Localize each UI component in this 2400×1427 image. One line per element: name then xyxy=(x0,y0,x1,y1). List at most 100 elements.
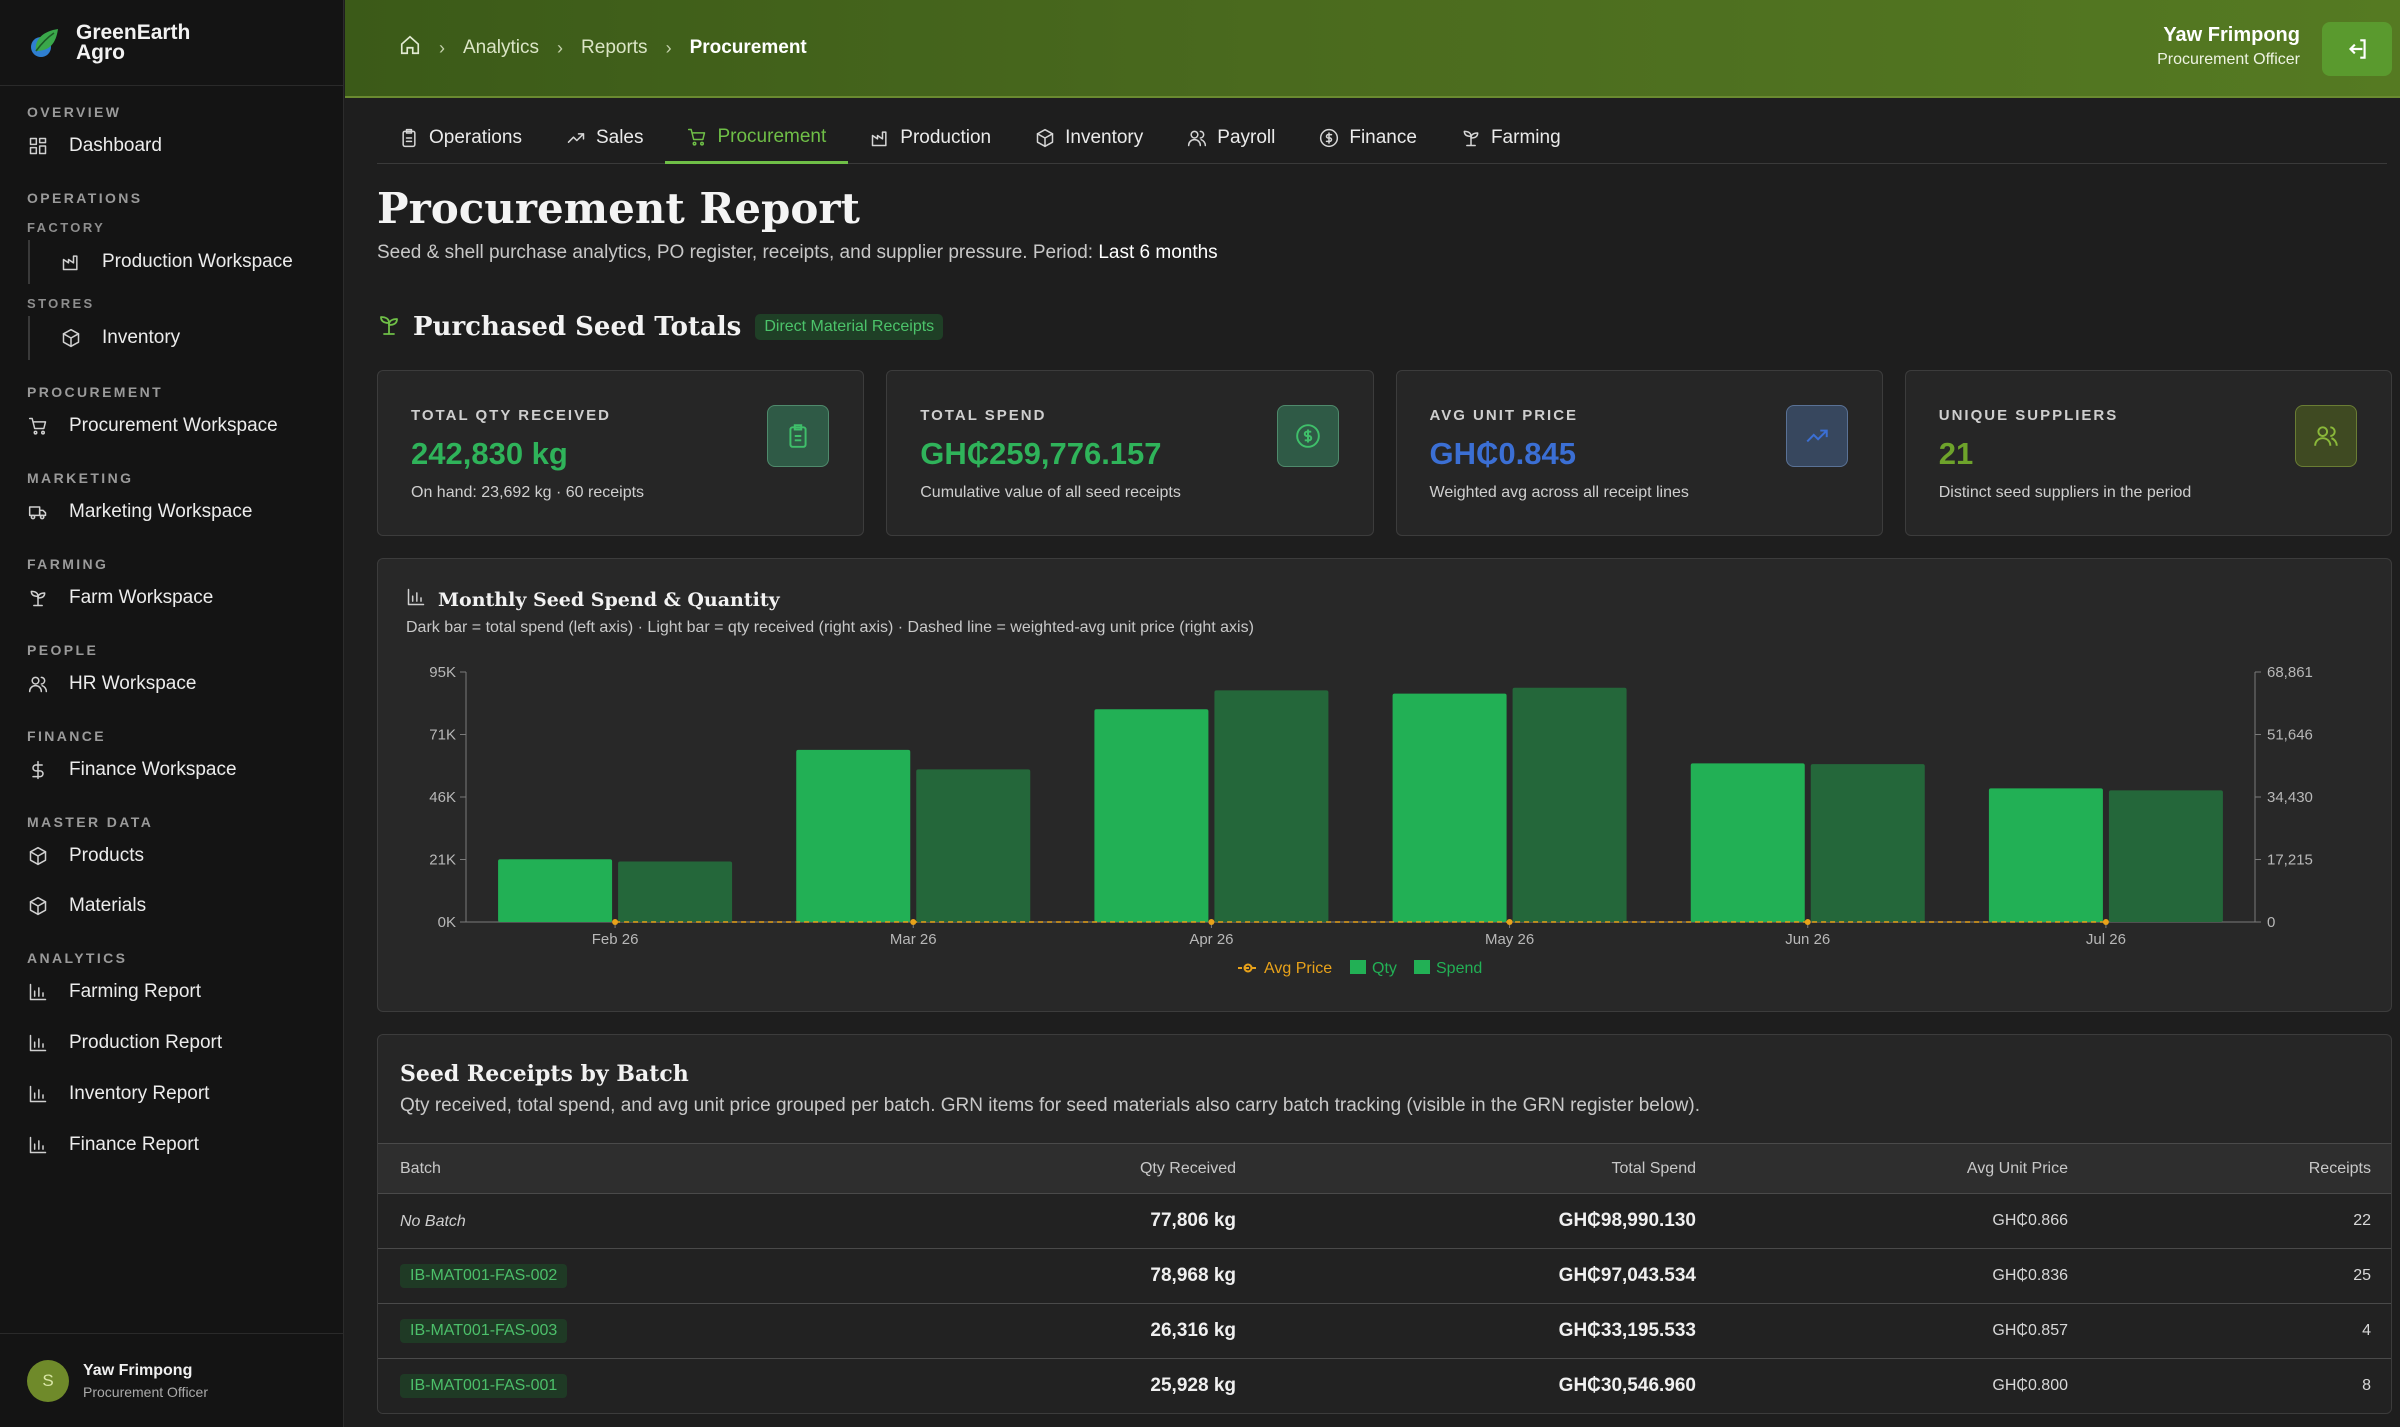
box-icon xyxy=(1035,128,1055,148)
x-tick-label: Jul 26 xyxy=(2086,931,2126,948)
y-tick-label-right: 51,646 xyxy=(2267,727,2313,744)
col-avg-unit-price[interactable]: Avg Unit Price xyxy=(1966,1159,2068,1177)
trend-icon xyxy=(1785,405,1848,467)
table-row[interactable]: IB-MAT001-FAS-002 78,968 kg GH₵97,043.53… xyxy=(378,1248,2391,1304)
breadcrumb-reports[interactable]: Reports xyxy=(581,37,648,58)
sidebar-item-farming-report[interactable]: Farming Report xyxy=(0,972,343,1012)
col-qty-received[interactable]: Qty Received xyxy=(1139,1159,1236,1177)
top-user: Yaw Frimpong Procurement Officer xyxy=(2157,24,2300,69)
col-total-spend[interactable]: Total Spend xyxy=(1611,1159,1696,1177)
table-row[interactable]: No Batch 77,806 kg GH₵98,990.130 GH₵0.86… xyxy=(378,1193,2391,1249)
trend-icon xyxy=(566,128,586,148)
bar-qty xyxy=(1392,693,1507,922)
users-icon xyxy=(2295,405,2357,467)
sidebar-item-label: Marketing Workspace xyxy=(69,501,253,522)
chart-description: Dark bar = total spend (left axis) · Lig… xyxy=(406,619,1254,636)
factory-icon xyxy=(870,128,890,148)
sidebar-item-label: Inventory xyxy=(102,327,181,348)
users-icon xyxy=(27,673,49,695)
tab-operations[interactable]: Operations xyxy=(377,112,544,164)
col-receipts[interactable]: Receipts xyxy=(2308,1159,2371,1177)
tab-farming[interactable]: Farming xyxy=(1439,112,1583,164)
section-header: Purchased Seed Totals Direct Material Re… xyxy=(377,312,944,342)
chevron-right-icon: › xyxy=(439,37,445,58)
page-title: Procurement Report xyxy=(377,184,860,233)
sidebar-user[interactable]: S Yaw Frimpong Procurement Officer xyxy=(0,1333,343,1427)
price-cell: GH₵0.866 xyxy=(1992,1212,2068,1229)
sidebar-item-products[interactable]: Products xyxy=(0,836,343,876)
box-icon xyxy=(27,895,49,917)
table-row[interactable]: IB-MAT001-FAS-001 25,928 kg GH₵30,546.96… xyxy=(378,1358,2391,1413)
tab-procurement[interactable]: Procurement xyxy=(665,112,849,164)
sidebar-item-finance-workspace[interactable]: Finance Workspace xyxy=(0,750,343,790)
col-batch[interactable]: Batch xyxy=(400,1159,441,1177)
tab-production[interactable]: Production xyxy=(848,112,1013,164)
y-tick-label-left: 0K xyxy=(438,914,456,931)
section-label-marketing: MARKETING xyxy=(27,470,134,486)
batch-tag[interactable]: IB-MAT001-FAS-003 xyxy=(400,1319,568,1343)
batch-tag[interactable]: IB-MAT001-FAS-002 xyxy=(400,1264,568,1288)
dollar-circle-icon xyxy=(1319,128,1339,148)
section-label-procurement: PROCUREMENT xyxy=(27,384,164,400)
sidebar-item-procurement-workspace[interactable]: Procurement Workspace xyxy=(0,406,343,446)
sidebar-item-label: Production Workspace xyxy=(102,251,293,272)
breadcrumb-analytics[interactable]: Analytics xyxy=(463,37,540,58)
sidebar-item-finance-report[interactable]: Finance Report xyxy=(0,1125,343,1165)
batch-table: Batch Qty Received Total Spend Avg Unit … xyxy=(378,1143,2391,1413)
report-tabs: Operations Sales Procurement Production … xyxy=(377,112,2387,164)
receipts-cell: 22 xyxy=(2353,1212,2371,1229)
qty-cell: 78,968 kg xyxy=(1150,1265,1236,1286)
home-icon[interactable] xyxy=(399,34,421,62)
avg-price-point xyxy=(612,918,619,925)
factory-icon xyxy=(60,251,82,273)
sidebar-item-materials[interactable]: Materials xyxy=(0,886,343,926)
y-tick-label-left: 95K xyxy=(429,664,456,681)
sidebar-item-production-workspace[interactable]: Production Workspace xyxy=(28,240,343,284)
sidebar-item-label: Materials xyxy=(69,895,147,916)
tab-label: Operations xyxy=(429,127,522,148)
chevron-right-icon: › xyxy=(665,37,672,58)
tab-finance[interactable]: Finance xyxy=(1297,112,1439,164)
tab-label: Farming xyxy=(1490,127,1561,148)
logout-icon xyxy=(2348,39,2366,59)
kpi-cards: TOTAL QTY RECEIVED 242,830 kg On hand: 2… xyxy=(377,370,2392,536)
clipboard-icon xyxy=(399,128,419,148)
batch-tag[interactable]: IB-MAT001-FAS-001 xyxy=(400,1374,568,1398)
users-icon xyxy=(1187,128,1207,148)
sidebar-item-farm-workspace[interactable]: Farm Workspace xyxy=(0,578,343,618)
sidebar-item-inventory-report[interactable]: Inventory Report xyxy=(0,1074,343,1114)
y-tick-label-left: 21K xyxy=(429,852,456,869)
section-label-master-data: MASTER DATA xyxy=(27,814,154,830)
sidebar-item-marketing-workspace[interactable]: Marketing Workspace xyxy=(0,492,343,532)
sprout-icon xyxy=(377,313,401,342)
price-cell: GH₵0.836 xyxy=(1992,1267,2068,1284)
sidebar-item-label: Procurement Workspace xyxy=(69,415,278,436)
batch-label: No Batch xyxy=(400,1213,466,1230)
cart-icon xyxy=(27,415,49,437)
clipboard-icon xyxy=(767,405,830,467)
table-row[interactable]: IB-MAT001-FAS-003 26,316 kg GH₵33,195.53… xyxy=(378,1303,2391,1359)
tab-sales[interactable]: Sales xyxy=(544,112,666,164)
table-description: Qty received, total spend, and avg unit … xyxy=(400,1095,1700,1116)
logout-button[interactable] xyxy=(2322,22,2392,76)
sidebar-item-production-report[interactable]: Production Report xyxy=(0,1023,343,1063)
avg-price-point xyxy=(910,918,917,925)
legend-swatch-qty xyxy=(1350,960,1366,974)
bar-spend xyxy=(1214,690,1329,922)
top-user-name: Yaw Frimpong xyxy=(2163,24,2300,46)
leaf-logo-icon xyxy=(31,28,58,57)
sidebar-item-hr-workspace[interactable]: HR Workspace xyxy=(0,664,343,704)
tab-payroll[interactable]: Payroll xyxy=(1165,112,1297,164)
sidebar-item-inventory[interactable]: Inventory xyxy=(28,316,343,360)
price-cell: GH₵0.857 xyxy=(1992,1322,2068,1339)
sidebar-item-dashboard[interactable]: Dashboard xyxy=(0,126,343,166)
sidebar-item-label: Finance Workspace xyxy=(69,759,237,780)
page-subtitle: Seed & shell purchase analytics, PO regi… xyxy=(377,242,1218,264)
sidebar-item-label: Products xyxy=(69,845,144,866)
brand[interactable]: GreenEarth Agro xyxy=(0,0,343,86)
batch-table-panel: Seed Receipts by Batch Qty received, tot… xyxy=(377,1034,2392,1414)
sidebar-user-role: Procurement Officer xyxy=(83,1383,209,1400)
tab-inventory[interactable]: Inventory xyxy=(1013,112,1165,164)
bar-qty xyxy=(1690,763,1805,922)
kpi-card-total-qty: TOTAL QTY RECEIVED 242,830 kg On hand: 2… xyxy=(377,370,865,536)
